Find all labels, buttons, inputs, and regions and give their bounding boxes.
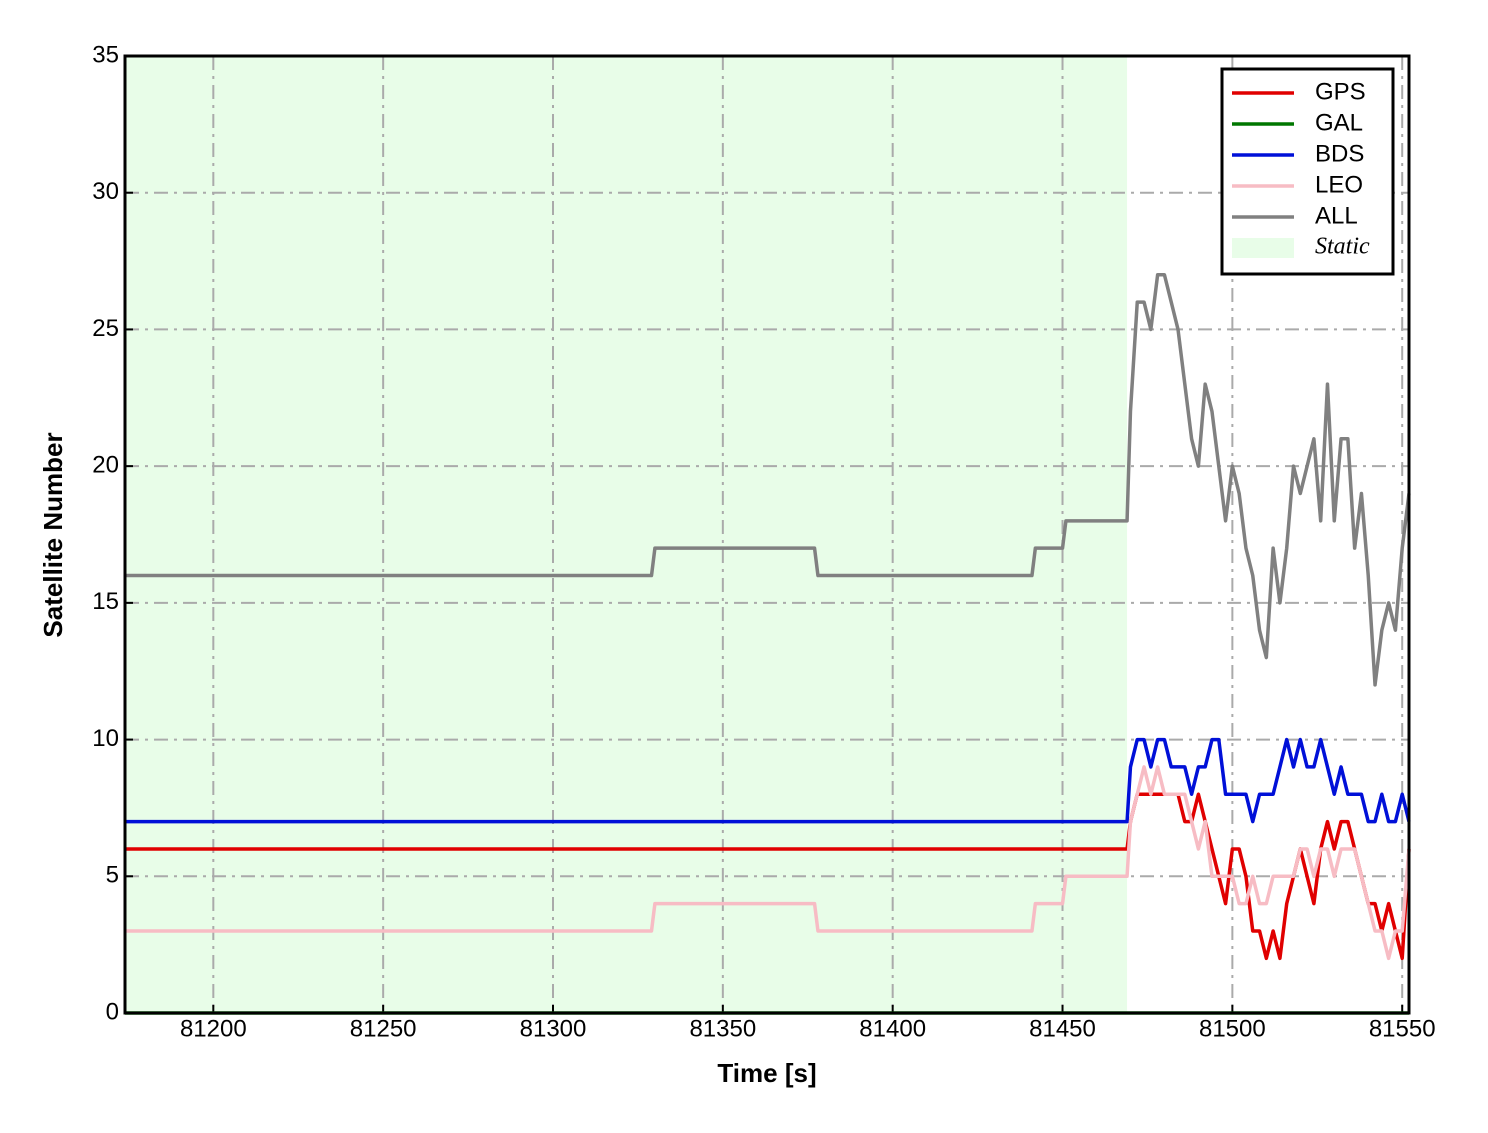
y-tick-label: 15 (92, 588, 119, 615)
y-tick-label: 5 (106, 862, 119, 889)
legend-label: LEO (1315, 171, 1363, 198)
legend-label: Static (1315, 234, 1370, 260)
legend-swatch (1232, 238, 1294, 258)
x-tick-label: 81500 (1199, 1015, 1266, 1042)
static-region (125, 56, 1128, 1013)
y-tick-label: 10 (92, 725, 119, 752)
series-line (125, 737, 1411, 824)
x-tick-label: 81400 (859, 1015, 926, 1042)
x-tick-label: 81250 (350, 1015, 417, 1042)
series-line (125, 792, 1411, 961)
legend-label: BDS (1315, 140, 1364, 167)
x-tick-label: 81450 (1029, 1015, 1096, 1042)
legend-label: ALL (1315, 202, 1358, 229)
series-line (125, 765, 1411, 961)
series-line (125, 272, 1411, 687)
x-tick-label: 81350 (689, 1015, 756, 1042)
y-tick-label: 35 (92, 41, 119, 68)
y-tick-label: 30 (92, 178, 119, 205)
x-axis-label: Time [s] (717, 1058, 816, 1088)
legend-label: GPS (1315, 78, 1366, 105)
y-tick-label: 20 (92, 451, 119, 478)
legend-label: GAL (1315, 109, 1363, 136)
y-tick-label: 25 (92, 315, 119, 342)
y-tick-label: 0 (106, 998, 119, 1025)
x-tick-label: 81200 (180, 1015, 247, 1042)
x-tick-label: 81300 (520, 1015, 587, 1042)
plot-frame (123, 54, 1411, 1015)
y-axis-label: Satellite Number (38, 432, 68, 637)
x-tick-label: 81550 (1369, 1015, 1436, 1042)
